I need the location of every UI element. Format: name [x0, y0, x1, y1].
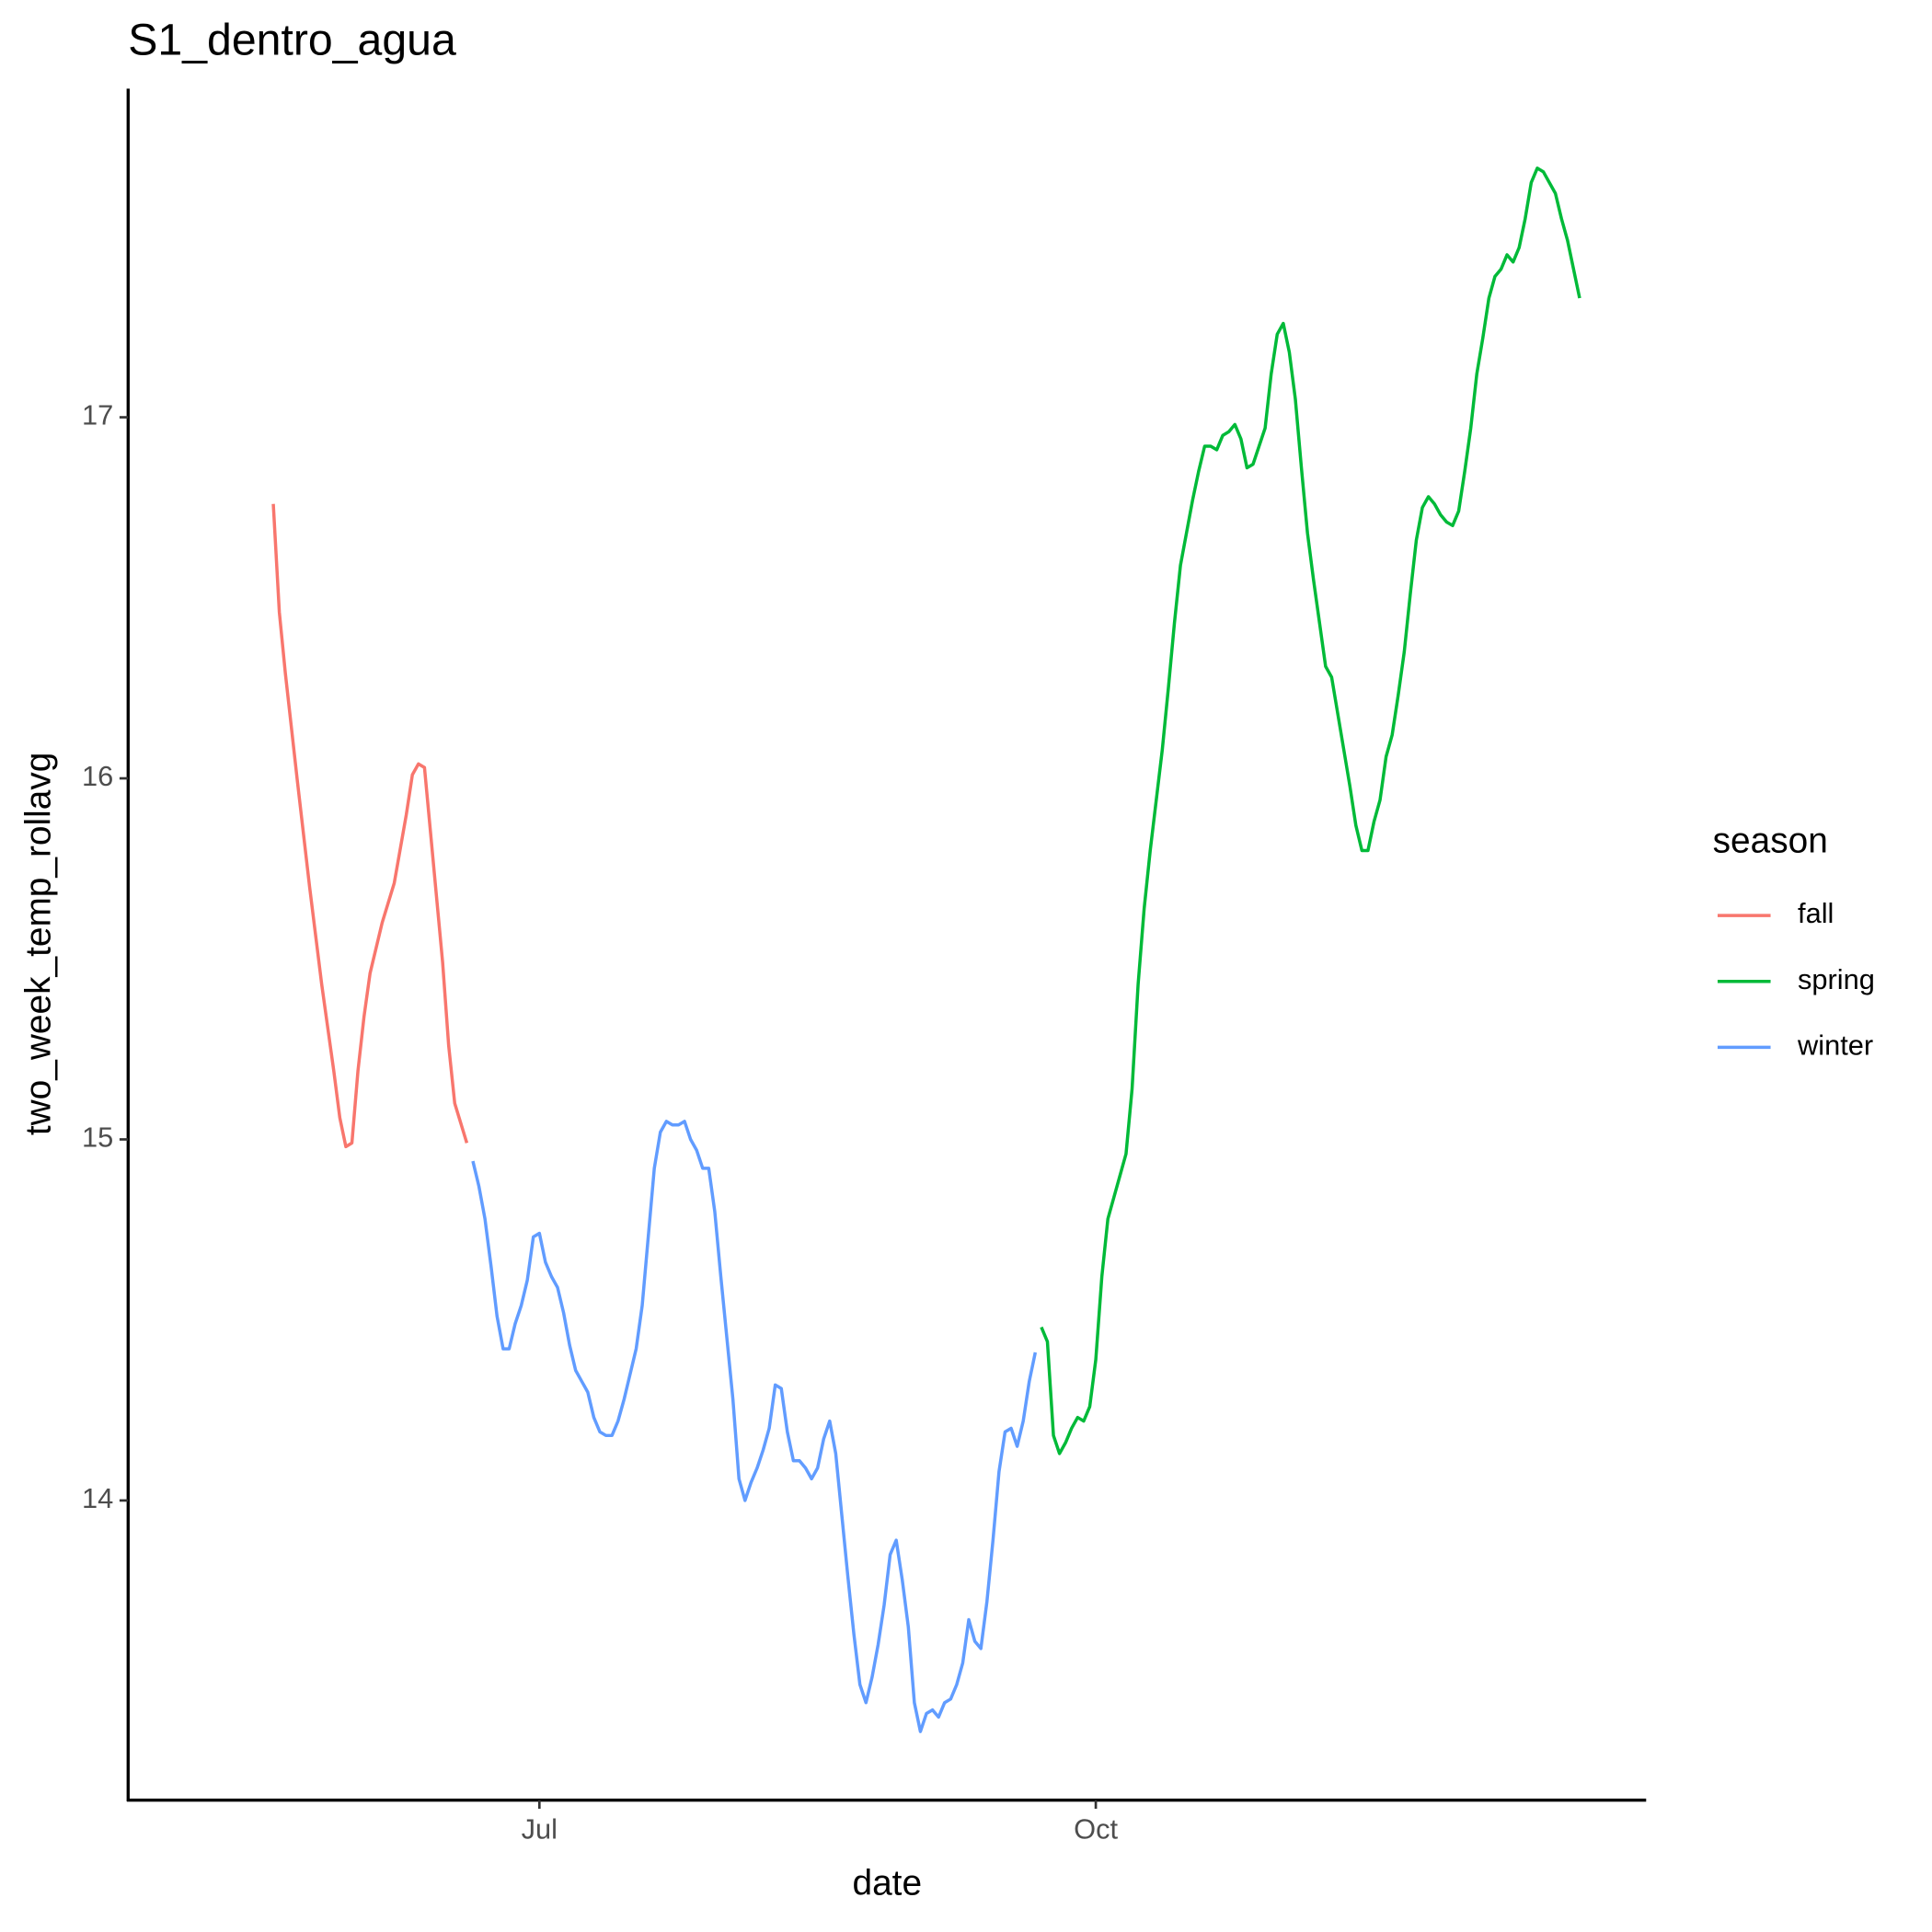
legend-label: spring [1798, 963, 1875, 995]
x-axis-title: date [852, 1863, 922, 1903]
y-tick-label: 15 [82, 1121, 113, 1154]
y-tick-label: 17 [82, 399, 113, 431]
legend-label: winter [1797, 1029, 1873, 1062]
series-line [471, 1120, 1038, 1733]
legend-title: season [1713, 821, 1828, 860]
y-tick-label: 16 [82, 760, 113, 792]
legend-label: fall [1798, 897, 1834, 929]
x-tick-label: Oct [1074, 1812, 1118, 1845]
y-axis-title: two_week_temp_rollavg [18, 753, 58, 1136]
series-line [1040, 167, 1581, 1455]
chart-title: S1_dentro_agua [128, 16, 456, 65]
series-line [271, 503, 469, 1149]
x-tick-label: Jul [522, 1812, 558, 1845]
y-tick-label: 14 [82, 1482, 113, 1514]
